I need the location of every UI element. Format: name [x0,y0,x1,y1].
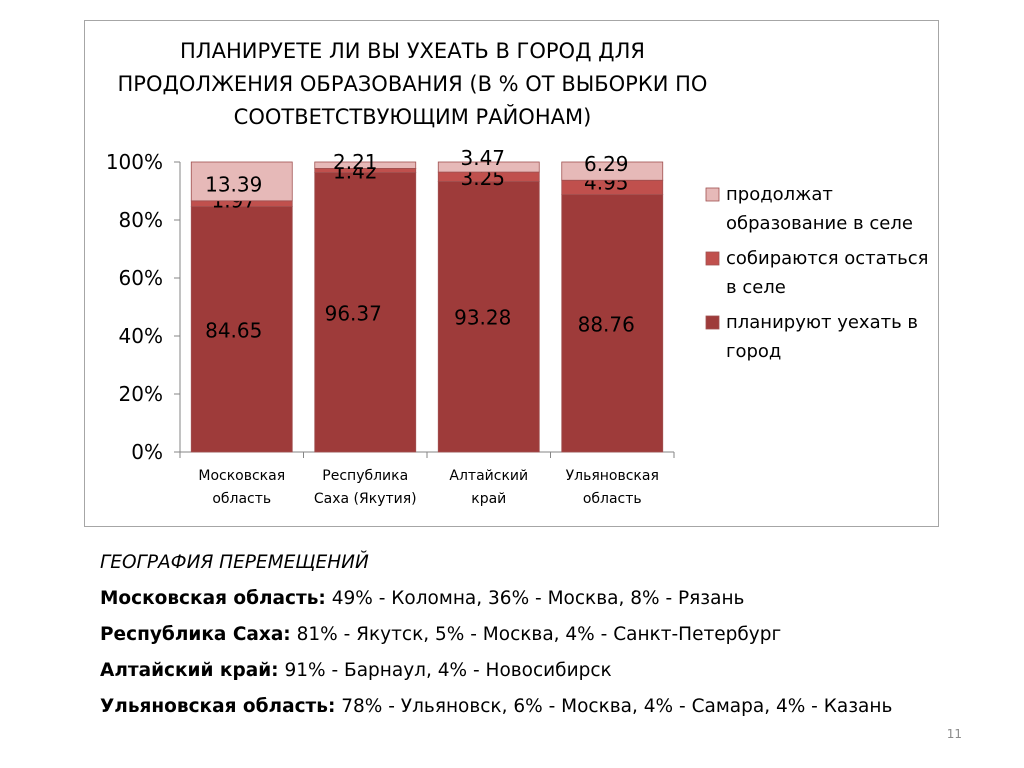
legend-label: собираются остаться [726,248,929,269]
legend-swatch [705,187,720,202]
x-tick-label: область [583,491,642,507]
data-label: 84.65 [205,318,262,342]
data-label: 96.37 [325,301,382,325]
x-tick-label: Ульяновская [566,468,659,484]
legend-swatch [705,315,720,330]
bar-segment [437,181,540,453]
legend-label: продолжат [726,184,833,205]
chart-title-line: СООТВЕТСТВУЮЩИМ РАЙОНАМ) [233,105,592,129]
bar-segment [190,206,293,453]
legend-label: образование в селе [726,213,913,234]
bar-segment [437,161,540,173]
note-text: 81% - Якутск, 5% - Москва, 4% - Санкт-Пе… [290,624,782,645]
data-label: 6.29 [584,152,629,176]
y-tick-label: 40% [119,324,163,348]
legend-label: в селе [726,277,786,298]
legend-swatch [705,251,720,266]
y-tick-label: 60% [119,266,163,290]
note-region: Московская область: [100,588,326,609]
data-label: 93.28 [454,306,511,330]
y-tick-label: 0% [131,440,163,464]
bar-segment [314,161,417,169]
x-tick-label: край [471,491,506,507]
x-tick-label: Республика [322,468,408,484]
data-label: 13.39 [205,172,262,196]
y-tick-label: 20% [119,382,163,406]
stacked-bar-chart: 0%20%40%60%80%100%84.651.9713.39Московск… [106,146,929,507]
x-tick-label: Саха (Якутия) [314,491,417,507]
x-tick-label: область [212,491,271,507]
note-text: 91% - Барнаул, 4% - Новосибирск [278,660,612,681]
note-line-ulyanovsk: Ульяновская область: 78% - Ульяновск, 6%… [100,689,980,725]
migration-notes: ГЕОГРАФИЯ ПЕРЕМЕЩЕНИЙ Московская область… [100,545,980,725]
note-region: Алтайский край: [100,660,279,681]
y-tick-label: 100% [106,150,163,174]
x-tick-label: Московская [198,468,285,484]
bar-segment [190,161,293,202]
page-number: 11 [946,727,962,741]
data-label: 2.21 [333,150,378,174]
chart-title: ПЛАНИРУЕТЕ ЛИ ВЫ УХЕАТЬ В ГОРОД ДЛЯ ПРОД… [100,35,725,134]
notes-heading: ГЕОГРАФИЯ ПЕРЕМЕЩЕНИЙ [100,552,369,573]
legend-label: планируют уехать в [726,312,918,333]
note-text: 49% - Коломна, 36% - Москва, 8% - Рязань [325,588,745,609]
note-line-moscow: Московская область: 49% - Коломна, 36% -… [100,581,980,617]
bar-segment [314,172,417,453]
note-line-altai: Алтайский край: 91% - Барнаул, 4% - Ново… [100,653,980,689]
note-text: 78% - Ульяновск, 6% - Москва, 4% - Самар… [335,696,893,717]
data-label: 3.47 [460,146,505,170]
chart-title-line: ПЛАНИРУЕТЕ ЛИ ВЫ УХЕАТЬ В ГОРОД ДЛЯ [180,39,645,63]
bar-segment [561,194,664,453]
bar-segment [561,161,664,181]
note-region: Республика Саха: [100,624,291,645]
legend-label: город [726,341,781,362]
note-region: Ульяновская область: [100,696,336,717]
note-line-sakha: Республика Саха: 81% - Якутск, 5% - Моск… [100,617,980,653]
x-tick-label: Алтайский [449,468,528,484]
data-label: 88.76 [578,312,635,336]
chart-title-line: ПРОДОЛЖЕНИЯ ОБРАЗОВАНИЯ (В % ОТ ВЫБОРКИ … [117,72,708,96]
y-tick-label: 80% [119,208,163,232]
